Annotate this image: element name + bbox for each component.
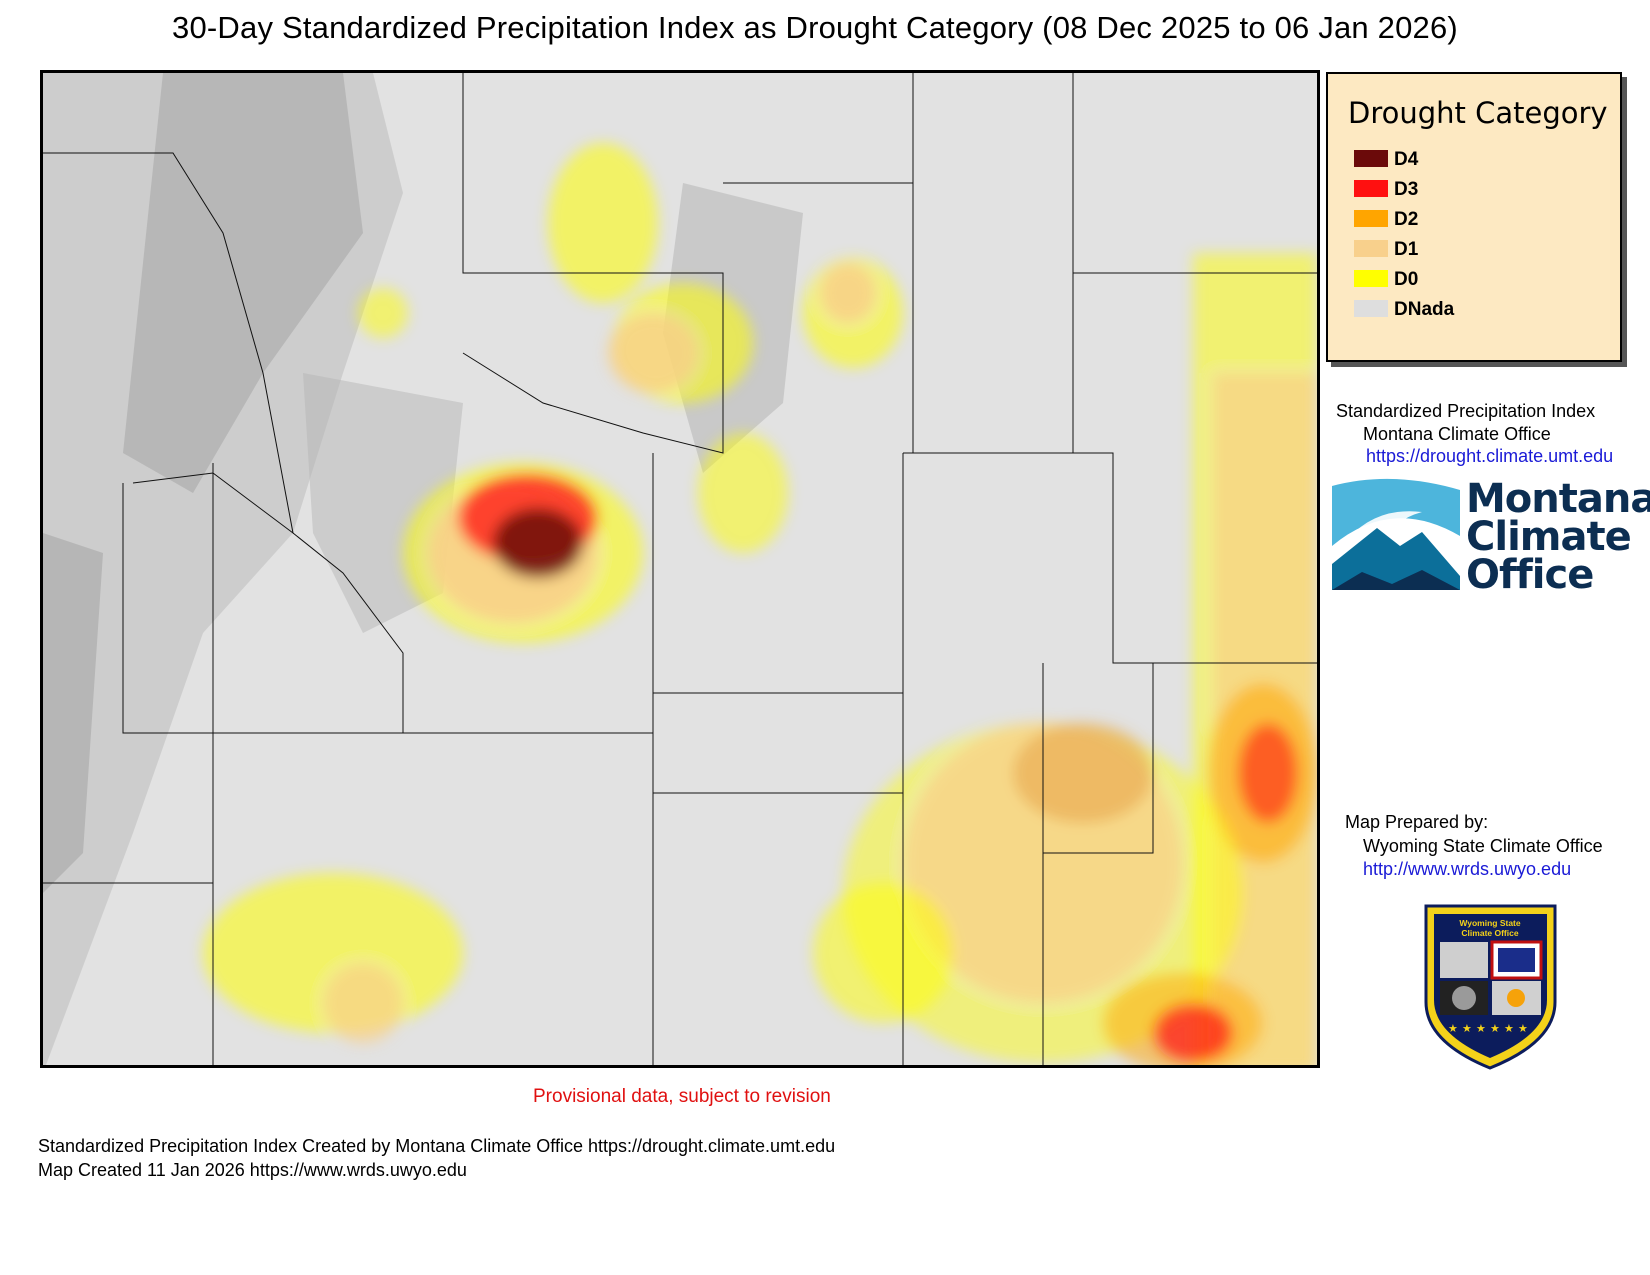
svg-text:★: ★ xyxy=(1518,1022,1528,1035)
montana-climate-office-logo: Montana Climate Office xyxy=(1332,476,1650,598)
drought-legend: Drought Category D4 D3 D2 D1 D0 DNada xyxy=(1326,72,1622,362)
footer-credit: Standardized Precipitation Index Created… xyxy=(38,1136,836,1156)
drought-overlay xyxy=(203,143,1317,1065)
county-boundary-line xyxy=(652,453,904,694)
stars-row: ★ ★ ★ ★ ★ ★ xyxy=(1448,1022,1528,1035)
legend-label: D2 xyxy=(1394,209,1419,230)
svg-text:★: ★ xyxy=(1448,1022,1458,1035)
legend-label: D3 xyxy=(1394,179,1419,200)
mco-word-3: Office xyxy=(1466,552,1594,598)
footer-created: Map Created 11 Jan 2026 https://www.wrds… xyxy=(38,1160,467,1180)
sun-icon xyxy=(1507,989,1525,1007)
svg-text:★: ★ xyxy=(1490,1022,1500,1035)
svg-text:★: ★ xyxy=(1462,1022,1472,1035)
legend-swatch xyxy=(1354,300,1388,317)
mco-word-2: Climate xyxy=(1466,514,1632,560)
county-boundary-line xyxy=(1043,663,1154,854)
mco-word-1: Montana xyxy=(1466,476,1650,522)
provisional-note: Provisional data, subject to revision xyxy=(533,1086,831,1107)
prepared-by-link[interactable]: http://www.wrds.uwyo.edu xyxy=(1363,859,1572,879)
legend-swatch xyxy=(1354,150,1388,167)
legend-swatch xyxy=(1354,240,1388,257)
mco-logo-graphic xyxy=(1332,476,1460,590)
spi-credit-line2: Montana Climate Office xyxy=(1363,424,1551,444)
county-boundary-line xyxy=(903,452,1317,664)
legend-swatch xyxy=(1354,210,1388,227)
spi-credit-line1: Standardized Precipitation Index xyxy=(1336,401,1596,421)
legend-label: D4 xyxy=(1394,149,1419,170)
legend-title: Drought Category xyxy=(1348,96,1608,130)
weathervane-icon xyxy=(1440,942,1488,978)
legend-swatch xyxy=(1354,270,1388,287)
legend-swatch xyxy=(1354,180,1388,197)
prepared-by-org: Wyoming State Climate Office xyxy=(1363,836,1603,856)
badge-text-1: Wyoming State xyxy=(1459,918,1521,928)
legend-label: DNada xyxy=(1394,299,1455,320)
moon-icon xyxy=(1452,986,1476,1010)
county-boundary-line xyxy=(462,73,724,454)
legend-label: D0 xyxy=(1394,269,1419,290)
county-boundary-line xyxy=(212,463,404,734)
county-boundary-line xyxy=(122,483,213,734)
map-title: 30-Day Standardized Precipitation Index … xyxy=(172,10,1458,45)
svg-text:★: ★ xyxy=(1476,1022,1486,1035)
prepared-by-label: Map Prepared by: xyxy=(1345,812,1489,832)
drought-map[interactable] xyxy=(40,70,1320,1068)
spi-credit-link[interactable]: https://drought.climate.umt.edu xyxy=(1366,446,1614,466)
county-boundaries xyxy=(43,73,1317,1065)
svg-text:★: ★ xyxy=(1504,1022,1514,1035)
legend-label: D1 xyxy=(1394,239,1419,260)
badge-text-2: Climate Office xyxy=(1461,928,1518,938)
wyoming-state-climate-office-badge: Wyoming State Climate Office ★ ★ ★ ★ ★ ★ xyxy=(1424,904,1557,1070)
